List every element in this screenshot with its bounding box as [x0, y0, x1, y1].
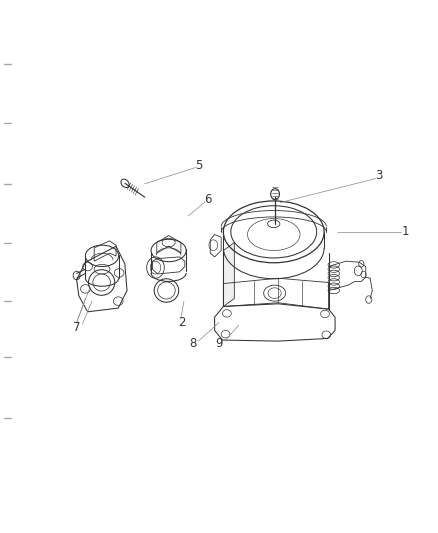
Text: 5: 5	[196, 159, 203, 172]
Text: 3: 3	[375, 169, 382, 182]
Text: 9: 9	[215, 337, 223, 350]
Text: 8: 8	[189, 337, 196, 350]
Text: 6: 6	[204, 193, 212, 206]
Text: 7: 7	[73, 321, 81, 334]
Text: 2: 2	[178, 316, 186, 329]
Text: 1: 1	[401, 225, 409, 238]
Polygon shape	[223, 243, 234, 306]
